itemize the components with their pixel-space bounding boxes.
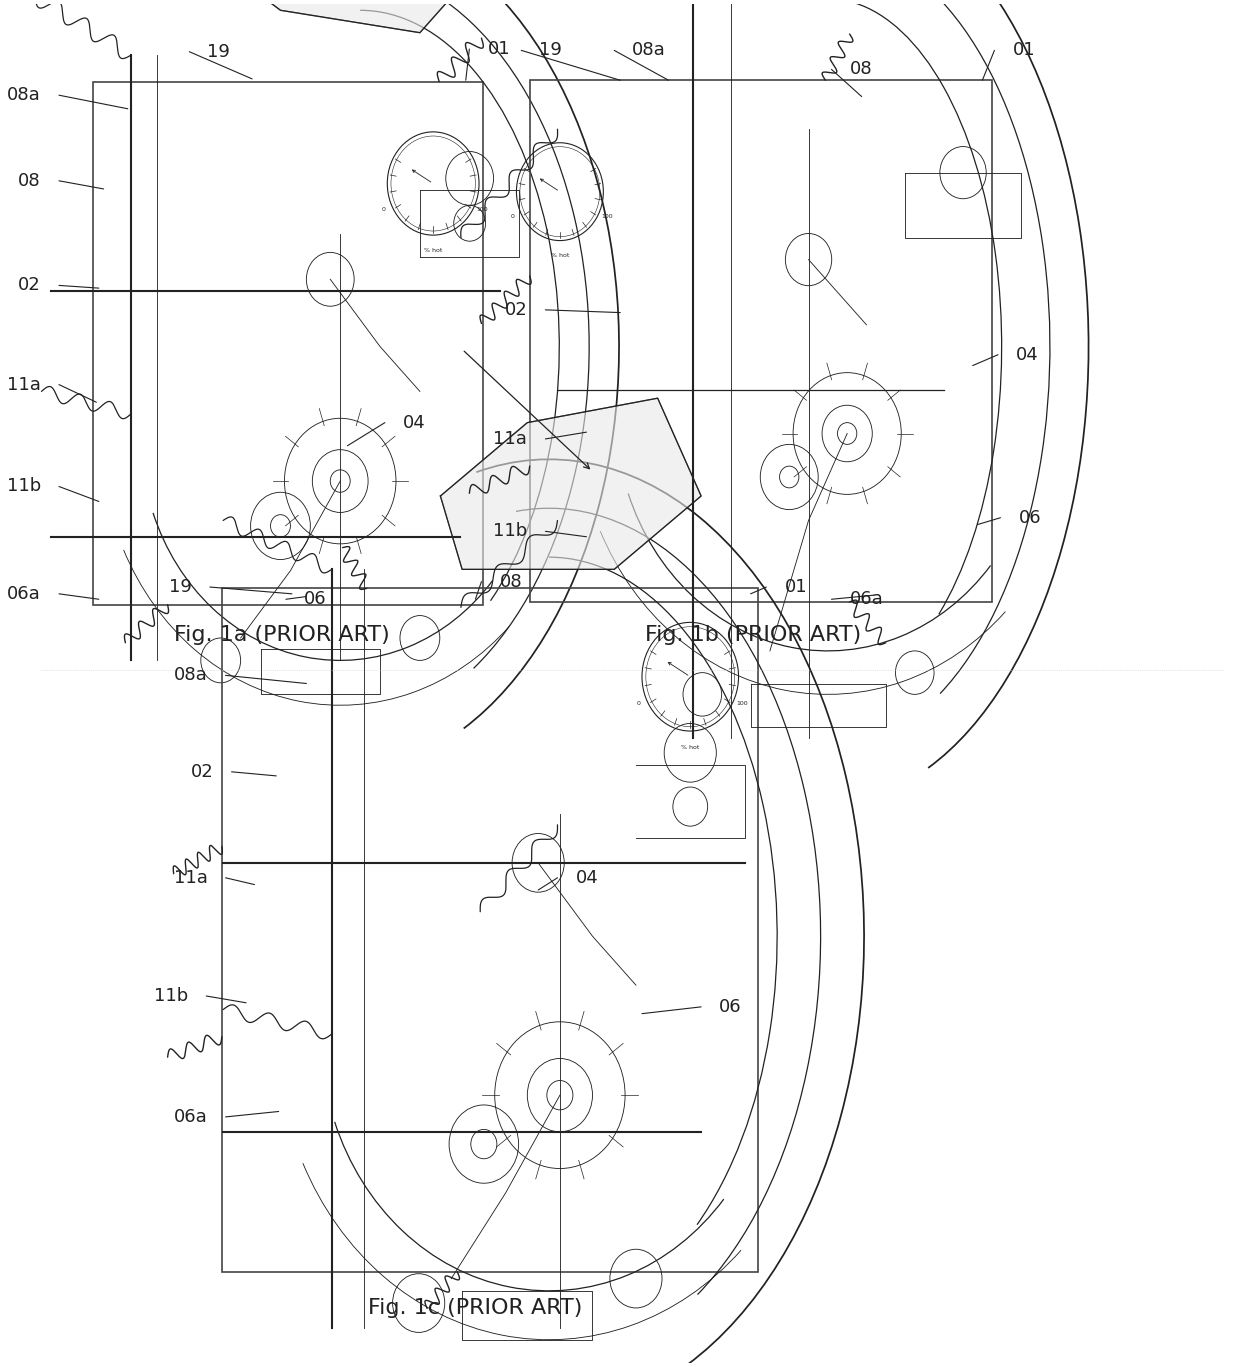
Text: 06: 06: [719, 998, 742, 1016]
Text: 100: 100: [477, 206, 489, 212]
Text: 19: 19: [207, 42, 231, 60]
Text: 06a: 06a: [7, 585, 41, 603]
Text: 11a: 11a: [494, 431, 527, 448]
Text: 06a: 06a: [174, 1107, 207, 1126]
Text: 11a: 11a: [7, 376, 41, 394]
Text: % hot: % hot: [551, 253, 569, 258]
Text: % hot: % hot: [681, 745, 699, 750]
Text: 11a: 11a: [174, 869, 207, 887]
Text: 08: 08: [849, 60, 872, 78]
Text: 19: 19: [169, 578, 192, 596]
Text: 02: 02: [505, 301, 527, 319]
Text: 11b: 11b: [6, 477, 41, 495]
Text: 01: 01: [785, 578, 807, 596]
Text: Fig. 1b (PRIOR ART): Fig. 1b (PRIOR ART): [645, 625, 861, 645]
Text: % hot: % hot: [424, 249, 443, 253]
Text: 04: 04: [575, 869, 599, 887]
Text: 02: 02: [19, 276, 41, 294]
Text: 06a: 06a: [849, 591, 883, 608]
Text: 08a: 08a: [632, 41, 666, 59]
Text: 06: 06: [304, 591, 326, 608]
Text: 11b: 11b: [154, 987, 188, 1005]
Text: 01: 01: [487, 40, 510, 57]
Text: 01: 01: [1013, 41, 1035, 59]
Text: 11b: 11b: [494, 522, 527, 540]
Text: 0: 0: [511, 213, 515, 219]
Text: 08: 08: [19, 172, 41, 190]
Text: 04: 04: [403, 414, 425, 432]
Polygon shape: [440, 398, 701, 570]
Text: 06: 06: [1018, 509, 1042, 526]
Text: Fig. 1a (PRIOR ART): Fig. 1a (PRIOR ART): [175, 625, 391, 645]
Text: 08a: 08a: [174, 666, 207, 685]
Text: 08a: 08a: [7, 86, 41, 104]
Text: 100: 100: [737, 701, 748, 707]
Text: 0: 0: [636, 701, 640, 707]
Text: 19: 19: [539, 41, 562, 59]
Polygon shape: [221, 0, 500, 33]
Text: 0: 0: [382, 206, 386, 212]
Text: 100: 100: [601, 213, 613, 219]
Text: 08: 08: [500, 573, 522, 591]
Text: 02: 02: [191, 763, 213, 781]
Text: 04: 04: [1016, 346, 1039, 364]
Text: Fig. 1c (PRIOR ART): Fig. 1c (PRIOR ART): [368, 1299, 583, 1319]
